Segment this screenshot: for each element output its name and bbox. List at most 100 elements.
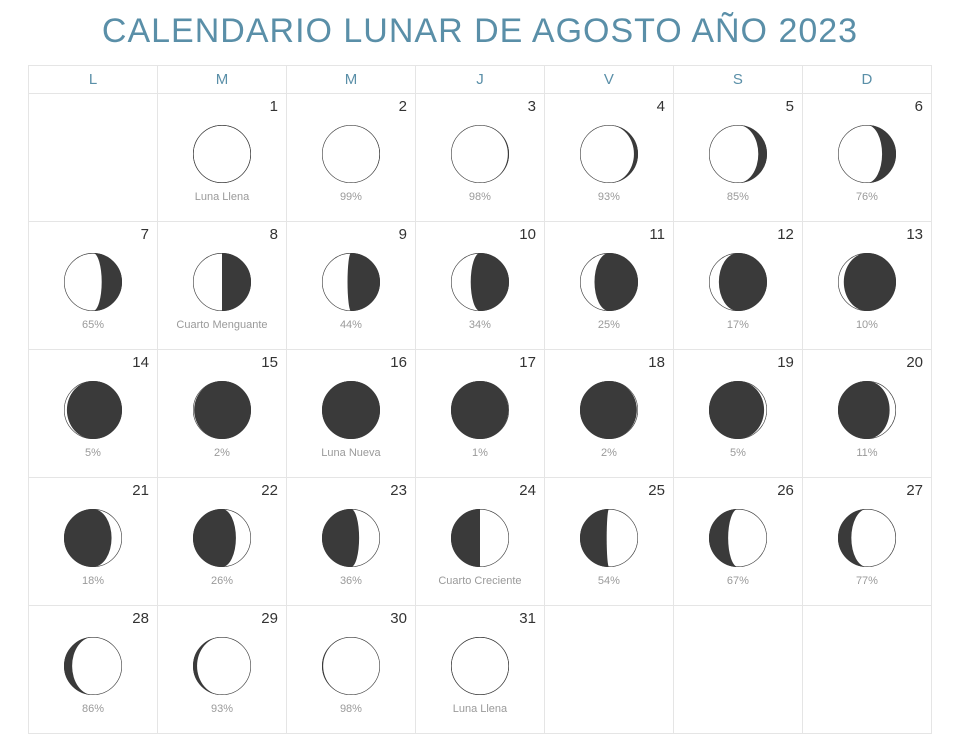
moon-wrap: 17%: [680, 226, 796, 347]
moon-phase-icon: [451, 637, 509, 695]
phase-label: Luna Nueva: [321, 447, 380, 459]
day-number: 10: [519, 226, 536, 243]
calendar-cell: 23 36%: [286, 478, 415, 606]
moon-wrap: 76%: [809, 98, 925, 219]
calendar-cell: 28 86%: [29, 606, 158, 734]
day-number: 16: [390, 354, 407, 371]
calendar-cell: 27 77%: [802, 478, 931, 606]
calendar-cell: 13 10%: [802, 222, 931, 350]
phase-label: 85%: [727, 191, 749, 203]
moon-phase-icon: [580, 253, 638, 311]
moon-phase-icon: [193, 509, 251, 567]
day-number: 22: [261, 482, 278, 499]
weekday-header: V: [544, 66, 673, 94]
day-number: 21: [132, 482, 149, 499]
moon-wrap: 98%: [293, 610, 409, 731]
moon-wrap: 5%: [35, 354, 151, 475]
phase-label: 99%: [340, 191, 362, 203]
moon-phase-icon: [838, 509, 896, 567]
moon-phase-icon: [193, 125, 251, 183]
weekday-header: J: [415, 66, 544, 94]
day-number: 19: [777, 354, 794, 371]
weekday-header: M: [286, 66, 415, 94]
moon-phase-icon: [322, 125, 380, 183]
day-number: 1: [270, 98, 278, 115]
day-number: 5: [786, 98, 794, 115]
moon-phase-icon: [193, 381, 251, 439]
calendar-cell: 20 11%: [802, 350, 931, 478]
calendar-cell: [673, 606, 802, 734]
moon-phase-icon: [838, 125, 896, 183]
day-number: 11: [649, 226, 665, 243]
calendar-cell: 10 34%: [415, 222, 544, 350]
moon-phase-icon: [193, 637, 251, 695]
phase-label: Cuarto Creciente: [438, 575, 521, 587]
moon-wrap: Luna Llena: [422, 610, 538, 731]
moon-phase-icon: [322, 509, 380, 567]
moon-wrap: 67%: [680, 482, 796, 603]
day-number: 13: [906, 226, 923, 243]
phase-label: 5%: [730, 447, 746, 459]
calendar-cell: 29 93%: [157, 606, 286, 734]
moon-wrap: 36%: [293, 482, 409, 603]
moon-phase-icon: [64, 509, 122, 567]
calendar-cell: 18 2%: [544, 350, 673, 478]
moon-wrap: 1%: [422, 354, 538, 475]
weekday-header: L: [29, 66, 158, 94]
calendar-row: 21 18% 22 26% 23 36%: [29, 478, 932, 606]
lunar-calendar: L M M J V S D 1 Luna Llena 2 99%: [28, 65, 932, 734]
phase-label: 36%: [340, 575, 362, 587]
day-number: 6: [915, 98, 923, 115]
moon-wrap: 77%: [809, 482, 925, 603]
moon-phase-icon: [64, 381, 122, 439]
moon-wrap: 26%: [164, 482, 280, 603]
weekday-header: D: [802, 66, 931, 94]
phase-label: 44%: [340, 319, 362, 331]
calendar-cell: 30 98%: [286, 606, 415, 734]
phase-label: 26%: [211, 575, 233, 587]
phase-label: 10%: [856, 319, 878, 331]
moon-wrap: 34%: [422, 226, 538, 347]
day-number: 7: [141, 226, 149, 243]
weekday-header-row: L M M J V S D: [29, 66, 932, 94]
phase-label: 65%: [82, 319, 104, 331]
phase-label: 1%: [472, 447, 488, 459]
calendar-cell: 31 Luna Llena: [415, 606, 544, 734]
weekday-header: S: [673, 66, 802, 94]
phase-label: 18%: [82, 575, 104, 587]
weekday-header: M: [157, 66, 286, 94]
moon-wrap: Cuarto Menguante: [164, 226, 280, 347]
moon-phase-icon: [322, 253, 380, 311]
day-number: 24: [519, 482, 536, 499]
phase-label: 98%: [469, 191, 491, 203]
calendar-cell: 9 44%: [286, 222, 415, 350]
calendar-cell: [802, 606, 931, 734]
moon-wrap: 85%: [680, 98, 796, 219]
phase-label: 34%: [469, 319, 491, 331]
moon-wrap: 54%: [551, 482, 667, 603]
phase-label: 17%: [727, 319, 749, 331]
day-number: 30: [390, 610, 407, 627]
moon-wrap: 5%: [680, 354, 796, 475]
calendar-cell: 3 98%: [415, 94, 544, 222]
day-number: 14: [132, 354, 149, 371]
calendar-cell: 26 67%: [673, 478, 802, 606]
calendar-cell: 4 93%: [544, 94, 673, 222]
calendar-cell: 24 Cuarto Creciente: [415, 478, 544, 606]
moon-wrap: 11%: [809, 354, 925, 475]
phase-label: 93%: [211, 703, 233, 715]
moon-wrap: 44%: [293, 226, 409, 347]
calendar-cell: 17 1%: [415, 350, 544, 478]
moon-wrap: 93%: [551, 98, 667, 219]
phase-label: 2%: [601, 447, 617, 459]
day-number: 8: [270, 226, 278, 243]
day-number: 15: [261, 354, 278, 371]
moon-wrap: 18%: [35, 482, 151, 603]
phase-label: 5%: [85, 447, 101, 459]
calendar-cell: 12 17%: [673, 222, 802, 350]
phase-label: Luna Llena: [453, 703, 507, 715]
calendar-cell: 1 Luna Llena: [157, 94, 286, 222]
moon-wrap: 99%: [293, 98, 409, 219]
moon-phase-icon: [193, 253, 251, 311]
moon-wrap: Luna Nueva: [293, 354, 409, 475]
